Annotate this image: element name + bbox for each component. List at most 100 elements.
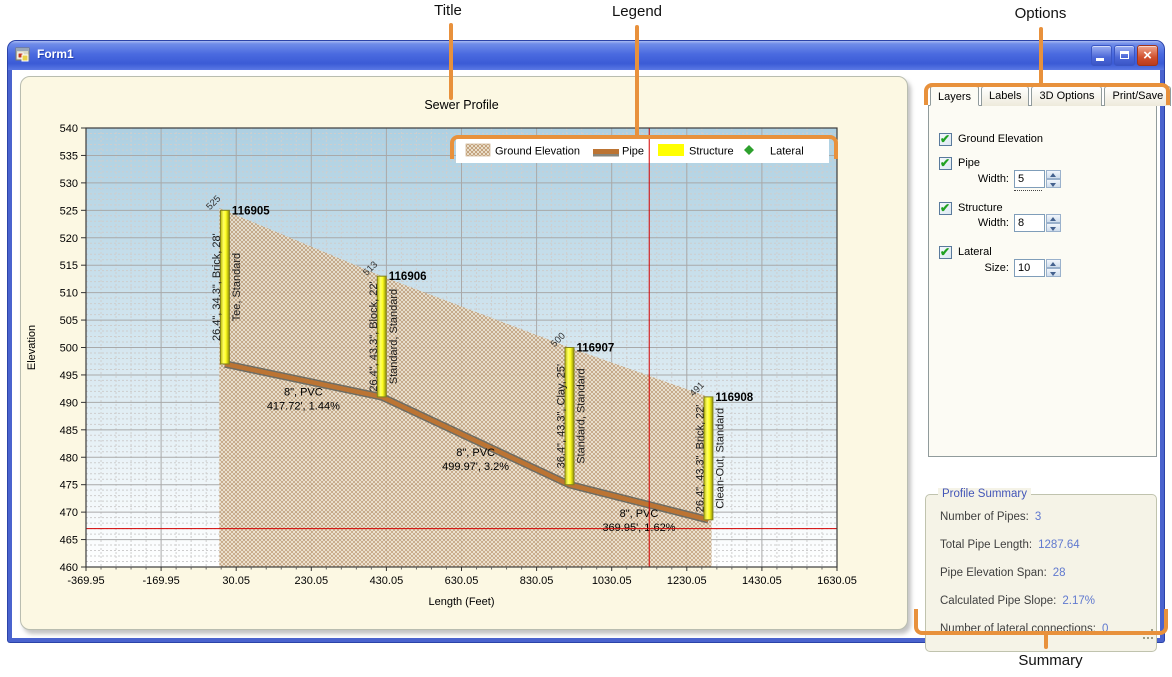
lateral-size-up-arrow[interactable] — [1046, 259, 1061, 268]
structure-left-text: 36.4", 43.3", Clay, 25' — [556, 364, 568, 469]
y-tick-label: 470 — [60, 507, 78, 519]
chart-title: Sewer Profile — [424, 98, 498, 112]
title-callout-line — [449, 23, 453, 100]
summary-callout-line — [1044, 631, 1048, 649]
pipe-label: Pipe — [958, 157, 981, 169]
pipe-checkbox[interactable]: ✔ — [939, 156, 952, 170]
ground-elevation-area — [219, 208, 712, 567]
structure-id-label: 116908 — [715, 392, 753, 404]
x-tick-label: 30.05 — [222, 575, 250, 587]
focus-dots — [1014, 190, 1042, 191]
sewer-profile-chart[interactable]: 525 116905 26.4", 34.3", Brick, 28' Tee, St… — [21, 77, 909, 631]
form-icon — [15, 47, 30, 62]
profile-summary-title: Profile Summary — [938, 488, 1031, 500]
summary-row: Calculated Pipe Slope: 2.17% — [940, 595, 1095, 607]
legend-lateral-label: Lateral — [770, 146, 804, 158]
maximize-button[interactable] — [1114, 45, 1135, 66]
x-axis-title: Length (Feet) — [428, 596, 494, 608]
legend-pipe-swatch-edge — [593, 154, 619, 157]
summary-row: Total Pipe Length: 1287.64 — [940, 539, 1080, 551]
structure-bar-116906 — [376, 275, 387, 398]
options-tab-control: Layers Labels 3D Options Print/Save ✔ Gr… — [928, 85, 1172, 457]
structure-checkbox[interactable]: ✔ — [939, 200, 952, 215]
pipe-label-line2: 417.72', 1.44% — [267, 400, 340, 412]
pipe-width-down-arrow[interactable] — [1046, 179, 1061, 188]
y-tick-label: 465 — [60, 535, 78, 547]
client-area: 525 116905 26.4", 34.3", Brick, 28' Tee, St… — [12, 70, 1172, 652]
options-callout-line — [1039, 27, 1043, 85]
tab-print-save[interactable]: Print/Save — [1104, 86, 1172, 106]
structure-left-text: 26.4", 43.3", Block, 22' — [368, 281, 380, 391]
y-tick-label: 500 — [60, 343, 78, 355]
structure-width-up-arrow[interactable] — [1046, 214, 1061, 223]
ground-elevation-checkbox[interactable]: ✔ — [939, 132, 952, 146]
x-tick-label: 1230.05 — [667, 575, 707, 587]
y-tick-label: 490 — [60, 397, 78, 409]
y-tick-label: 505 — [60, 315, 78, 327]
x-tick-label: -169.95 — [142, 575, 179, 587]
pipe-width-label: Width: — [977, 173, 1009, 185]
legend-structure-label: Structure — [689, 146, 734, 158]
tab-labels[interactable]: Labels — [981, 86, 1030, 106]
y-tick-label: 480 — [60, 452, 78, 464]
summary-label: Total Pipe Length: — [940, 539, 1033, 551]
close-button[interactable]: × — [1137, 45, 1158, 66]
legend-callout-label: Legend — [611, 3, 663, 20]
structure-id-label: 116907 — [577, 343, 615, 355]
minimize-icon — [1096, 58, 1104, 61]
tab-strip: Layers Labels 3D Options Print/Save — [930, 85, 1172, 106]
summary-value: 28 — [1052, 567, 1066, 579]
x-tick-label: -369.95 — [67, 575, 104, 587]
profile-summary-group: Profile Summary Number of Pipes: 3 Total … — [925, 488, 1157, 652]
summary-value: 2.17% — [1062, 595, 1095, 607]
close-icon: × — [1143, 47, 1152, 64]
summary-label: Number of Pipes: — [940, 511, 1029, 523]
y-tick-label: 515 — [60, 260, 78, 272]
structure-row: ✔ Structure — [939, 201, 1003, 215]
y-tick-label: 525 — [60, 205, 78, 217]
lateral-checkbox[interactable]: ✔ — [939, 244, 952, 259]
pipe-line — [224, 361, 709, 522]
y-tick-label: 485 — [60, 425, 78, 437]
check-icon: ✔ — [940, 200, 951, 215]
structure-left-text: 26.4", 34.3", Brick, 28' — [211, 233, 223, 341]
x-tick-label: 1030.05 — [592, 575, 632, 587]
title-bar[interactable]: Form1 × — [8, 41, 1164, 70]
legend-ground-label: Ground Elevation — [495, 146, 580, 158]
x-tick-label: 230.05 — [294, 575, 328, 587]
structure-id-label: 116905 — [232, 205, 270, 217]
minimize-button[interactable] — [1091, 45, 1112, 66]
ground-elevation-row: ✔ Ground Elevation — [939, 132, 1043, 146]
legend-box — [456, 137, 829, 163]
y-tick-label: 540 — [60, 123, 78, 135]
lateral-size-down-arrow[interactable] — [1046, 268, 1061, 277]
x-tick-label: 1630.05 — [817, 575, 857, 587]
structure-width-input[interactable] — [1014, 214, 1045, 232]
structure-width-down-arrow[interactable] — [1046, 223, 1061, 232]
legend-structure-swatch — [658, 144, 684, 156]
pipe-width-up-arrow[interactable] — [1046, 170, 1061, 179]
tab-3d-options[interactable]: 3D Options — [1031, 86, 1103, 106]
y-tick-label: 530 — [60, 178, 78, 190]
x-tick-label: 830.05 — [520, 575, 554, 587]
lateral-size-input[interactable] — [1014, 259, 1045, 277]
legend-callout-bracket — [450, 135, 838, 159]
summary-callout-label: Summary — [1018, 652, 1083, 669]
resize-grip[interactable] — [1151, 629, 1153, 631]
check-icon: ✔ — [940, 244, 951, 259]
form-window: Form1 × — [8, 41, 1172, 652]
summary-label: Pipe Elevation Span: — [940, 567, 1047, 579]
summary-label: Calculated Pipe Slope: — [940, 595, 1057, 607]
tab-layers[interactable]: Layers — [930, 85, 980, 106]
structure-bar-116907 — [564, 347, 575, 486]
y-tick-label: 460 — [60, 562, 78, 574]
lateral-row: ✔ Lateral — [939, 245, 992, 259]
structure-label: Structure — [958, 202, 1003, 214]
title-callout-label: Title — [434, 2, 462, 19]
y-tick-label: 475 — [60, 480, 78, 492]
ground-elevation-label: Ground Elevation — [958, 133, 1043, 145]
pipe-label-line2: 499.97', 3.2% — [442, 461, 509, 473]
pipe-width-input[interactable] — [1014, 170, 1045, 188]
lateral-size-label: Size: — [984, 262, 1009, 274]
structure-left-text: 26.4", 43.3", Brick, 22' — [694, 404, 706, 512]
